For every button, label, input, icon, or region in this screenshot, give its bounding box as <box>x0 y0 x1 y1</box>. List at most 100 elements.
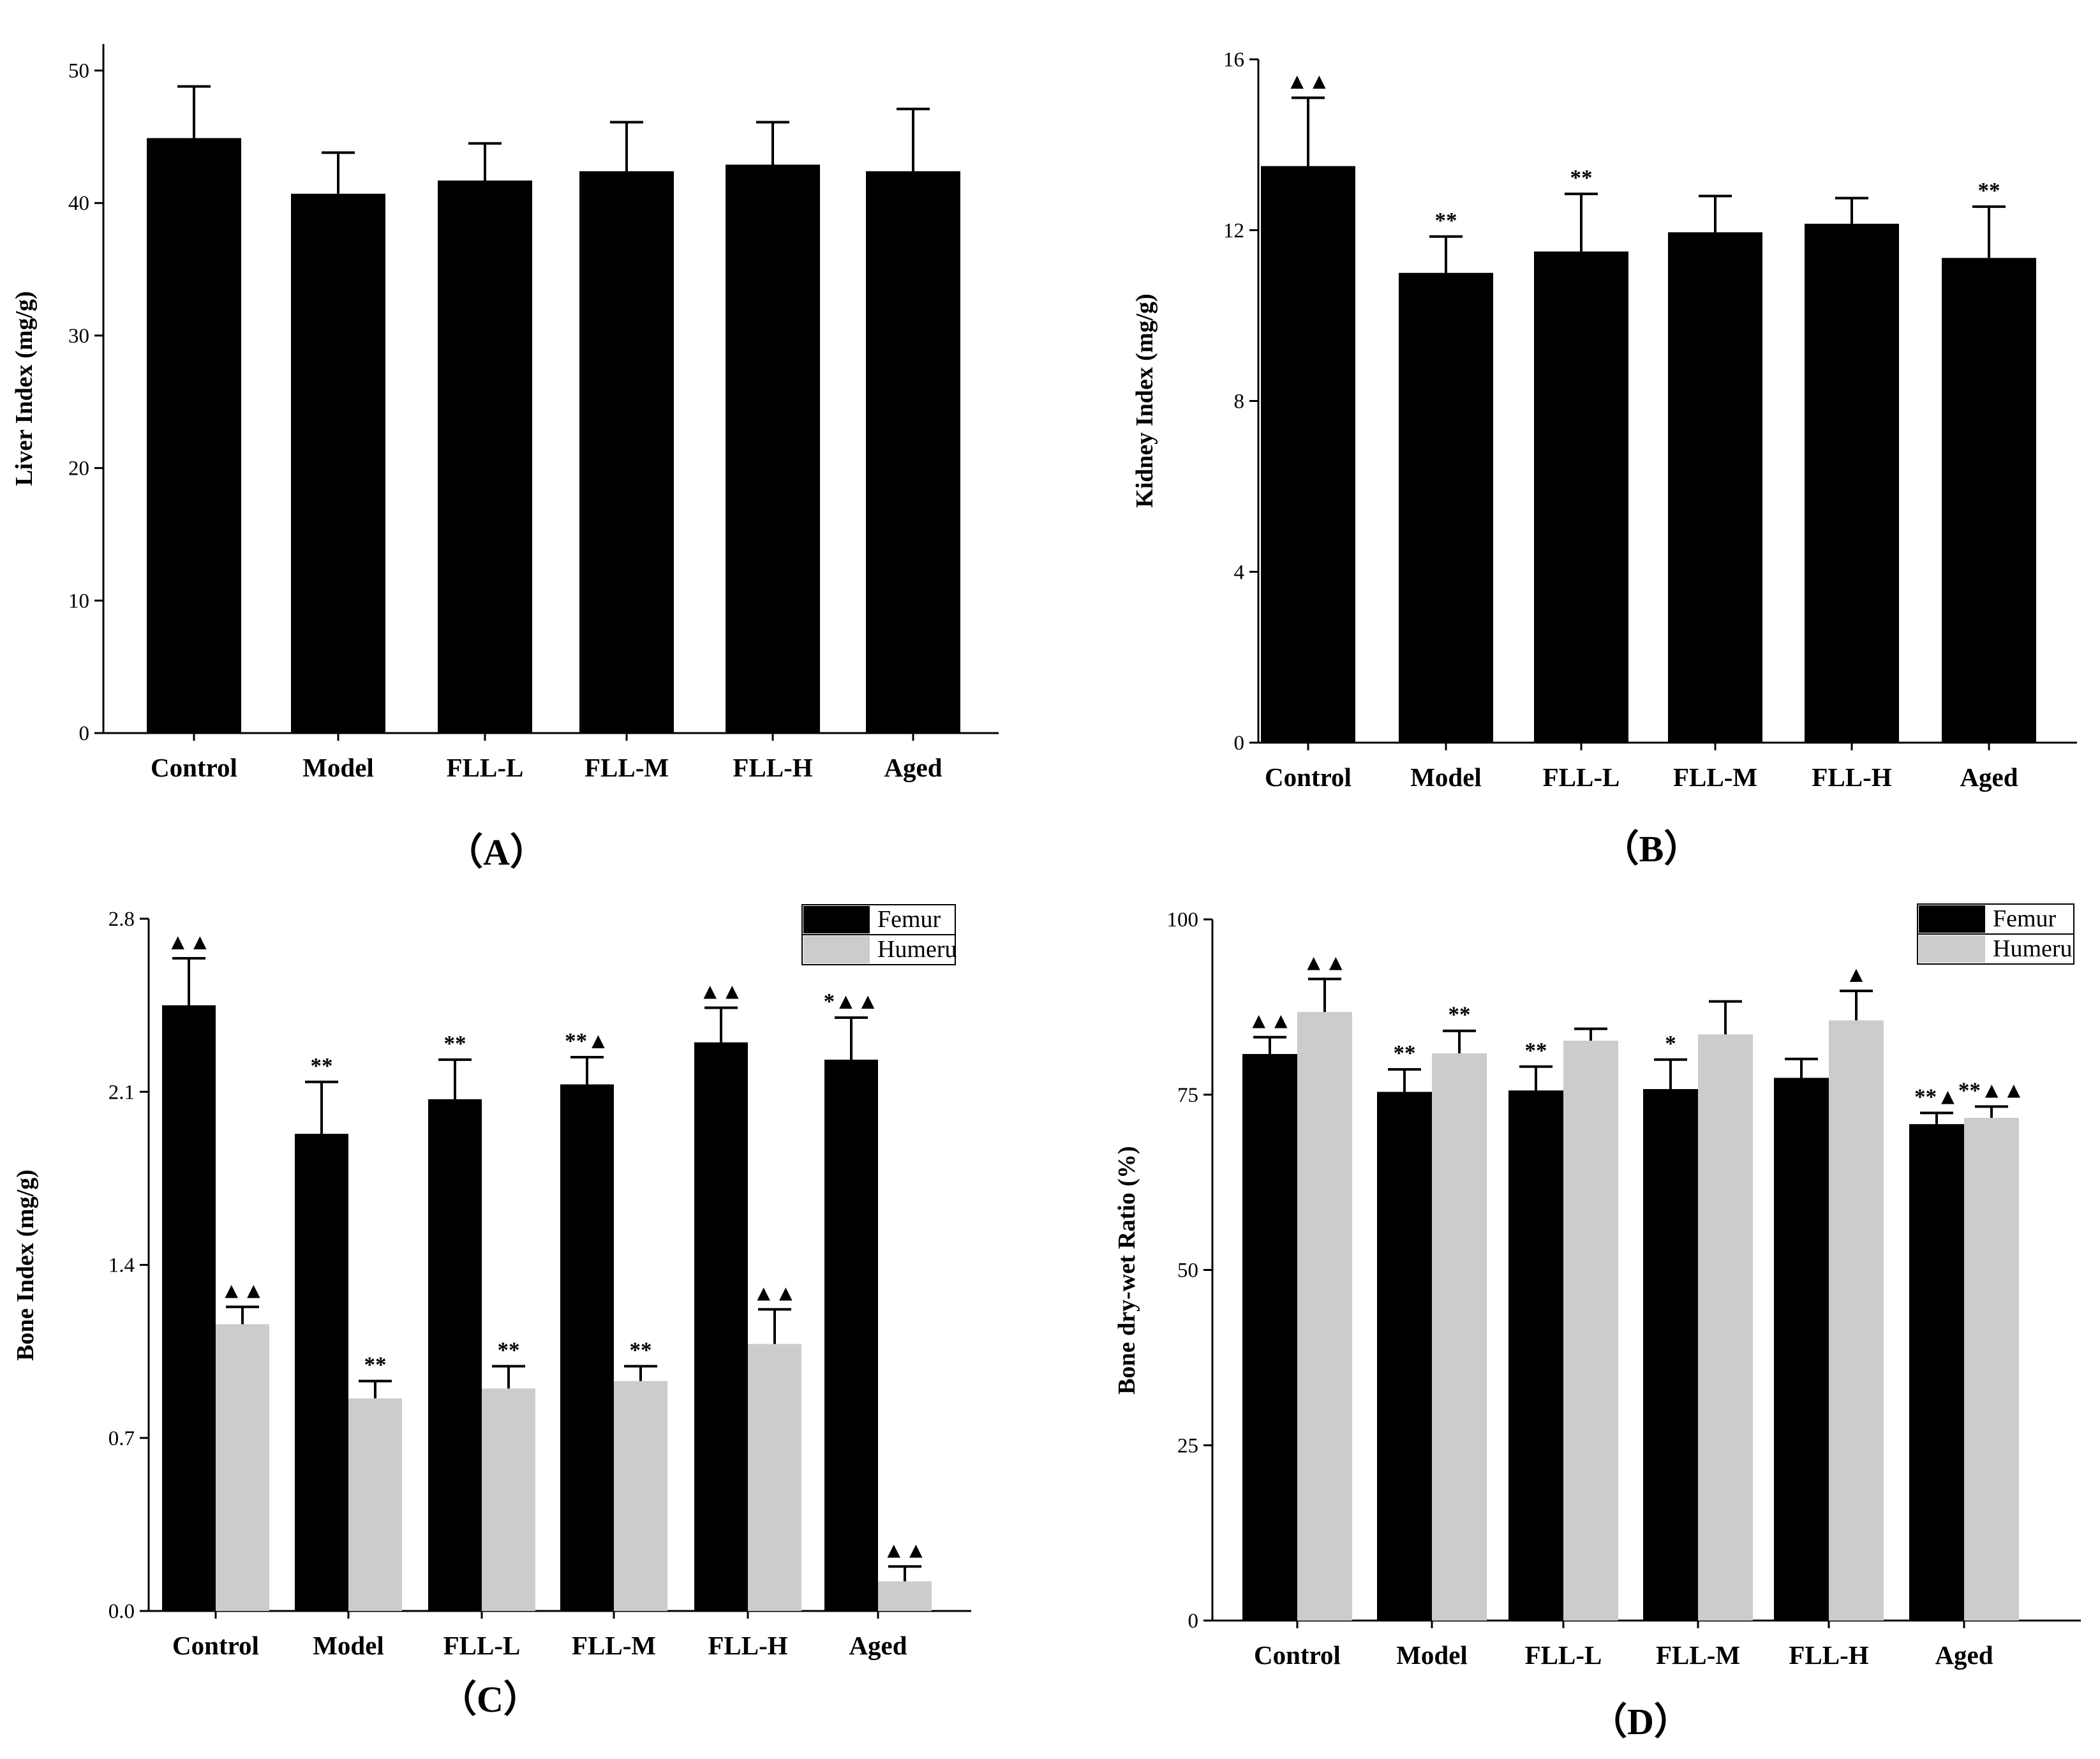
y-tick-label: 0 <box>1234 732 1245 755</box>
y-axis-label: Kidney Index (mg/g) <box>1131 293 1158 508</box>
y-tick-label: 0 <box>79 722 90 745</box>
x-tick-label: FLL-M <box>1656 1640 1740 1670</box>
bar-humeru <box>1297 1012 1352 1621</box>
legend-swatch-femur <box>1919 905 1985 933</box>
bar-value <box>1534 251 1628 743</box>
chart-panel-d: 0 25 50 75 100 Control Model FLL-L FLL-M FLL-H Age… <box>1113 903 2081 1742</box>
x-tick-label: FLL-L <box>443 1631 521 1660</box>
y-tick-label: 30 <box>68 325 89 348</box>
legend: Femur Humeru <box>801 904 957 965</box>
significance-annotation: ▲▲ <box>1286 69 1330 94</box>
significance-annotation: ** <box>1435 208 1457 233</box>
y-tick-label: 100 <box>1167 909 1199 931</box>
bar-femur <box>1774 1078 1829 1621</box>
bar-femur <box>694 1042 748 1611</box>
y-tick-label: 25 <box>1177 1434 1198 1457</box>
bar-humeru <box>1829 1020 1884 1621</box>
panel-label: （B） <box>1602 828 1701 870</box>
bar-value <box>1805 223 1899 743</box>
y-tick-label: 0.0 <box>108 1600 135 1623</box>
significance-annotation: ** <box>444 1031 466 1056</box>
y-tick-label: 8 <box>1234 390 1245 413</box>
significance-annotation: ** <box>311 1053 333 1078</box>
x-tick-label: Model <box>302 753 374 782</box>
bar-femur <box>162 1005 216 1611</box>
x-tick-label: Control <box>172 1631 259 1660</box>
bar-femur <box>1242 1054 1297 1621</box>
y-axis-label: Bone dry-wet Ratio (%) <box>1113 1146 1140 1394</box>
significance-annotation: ** <box>1394 1041 1416 1065</box>
x-tick-label: FLL-H <box>1789 1640 1868 1670</box>
y-tick-label: 2.8 <box>108 908 135 931</box>
significance-annotation: * <box>1665 1031 1676 1056</box>
significance-annotation: ** <box>1448 1002 1471 1027</box>
significance-annotation: ** <box>1978 178 2000 203</box>
x-tick-label: FLL-L <box>447 753 524 782</box>
significance-annotation: ** <box>630 1337 652 1362</box>
bar-humeru <box>748 1344 801 1611</box>
x-tick-label: Model <box>1396 1640 1468 1670</box>
bar-femur <box>560 1084 614 1611</box>
significance-annotation: ▲▲ <box>167 930 211 954</box>
x-tick-label: Control <box>1254 1640 1341 1670</box>
bar-value <box>726 165 820 733</box>
x-tick-label: Aged <box>849 1631 907 1660</box>
bar-value <box>1668 232 1762 743</box>
panel-label: （A） <box>446 831 547 873</box>
bar-femur <box>1508 1090 1563 1621</box>
legend-swatch-humeru <box>803 936 870 963</box>
bar-femur <box>1909 1124 1964 1621</box>
significance-annotation: ** <box>498 1337 520 1362</box>
bar-value <box>291 193 385 733</box>
y-tick-label: 20 <box>68 457 89 480</box>
x-tick-label: Model <box>313 1631 384 1660</box>
significance-annotation: ▲▲ <box>1247 1009 1292 1034</box>
legend-label-femur: Femur <box>877 906 941 933</box>
y-tick-label: 50 <box>1177 1259 1198 1282</box>
legend-label-humeru: Humeru <box>1993 935 2073 962</box>
bar-value <box>438 180 532 733</box>
x-tick-label: FLL-H <box>733 753 812 782</box>
x-tick-label: FLL-M <box>585 753 669 782</box>
bar-value <box>1261 166 1355 743</box>
y-tick-label: 50 <box>68 60 89 83</box>
bar-humeru <box>1563 1041 1618 1621</box>
x-tick-label: FLL-L <box>1525 1640 1602 1670</box>
bar-humeru <box>878 1581 932 1611</box>
bar-femur <box>428 1099 482 1611</box>
y-tick-label: 40 <box>68 192 89 215</box>
x-tick-label: FLL-M <box>572 1631 656 1660</box>
legend-swatch-humeru <box>1919 935 1985 963</box>
y-tick-label: 0 <box>1188 1610 1199 1633</box>
bar-humeru <box>482 1388 535 1611</box>
bar-humeru <box>1432 1053 1487 1621</box>
x-tick-label: Aged <box>1960 762 2018 792</box>
legend: Femur Humeru <box>1917 903 2074 965</box>
panel-label: （C） <box>440 1679 540 1720</box>
bar-value <box>866 171 960 733</box>
bar-humeru <box>348 1398 402 1611</box>
x-tick-label: Aged <box>1935 1640 1993 1670</box>
x-tick-label: FLL-L <box>1543 762 1620 792</box>
y-tick-label: 75 <box>1177 1084 1198 1107</box>
y-tick-label: 10 <box>68 590 89 612</box>
bar-humeru <box>614 1381 667 1611</box>
chart-panel-b: 0 4 8 12 16 Control Model FLL-L FLL-M FLL-H Aged Ki… <box>1131 48 2077 870</box>
significance-annotation: ▲▲ <box>699 979 743 1004</box>
bar-value <box>147 138 241 733</box>
significance-annotation: **▲▲ <box>1958 1078 2025 1102</box>
significance-annotation: ▲ <box>1845 962 1868 987</box>
bar-value <box>579 171 674 733</box>
x-tick-label: FLL-M <box>1673 762 1757 792</box>
y-tick-label: 4 <box>1234 561 1245 584</box>
significance-annotation: **▲ <box>565 1028 609 1053</box>
legend-label-humeru: Humeru <box>877 936 957 963</box>
significance-annotation: *▲▲ <box>824 989 879 1014</box>
x-tick-label: Control <box>1265 762 1352 792</box>
legend-swatch-femur <box>803 906 870 933</box>
y-axis-label: Bone Index (mg/g) <box>12 1169 39 1361</box>
y-axis-label: Liver Index (mg/g) <box>11 291 38 486</box>
y-tick-label: 0.7 <box>108 1427 135 1450</box>
significance-annotation: ▲▲ <box>752 1280 796 1305</box>
significance-annotation: ▲▲ <box>882 1538 927 1562</box>
